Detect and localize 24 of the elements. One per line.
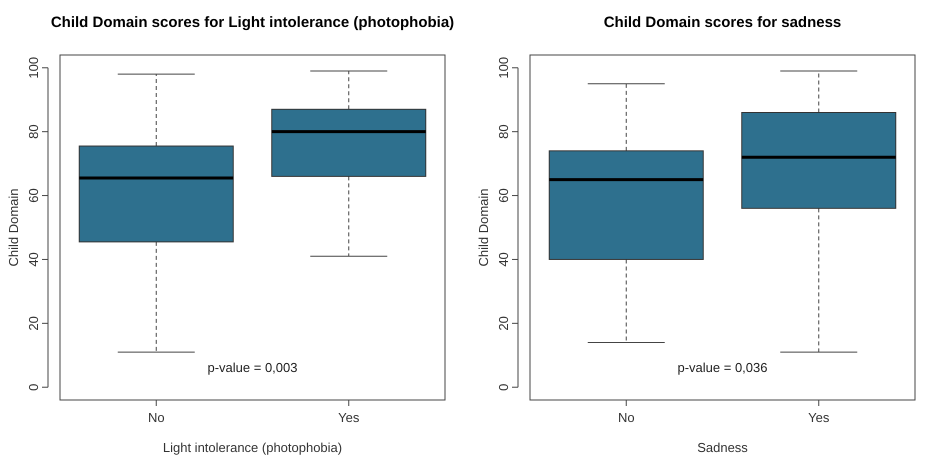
y-tick-label: 80: [26, 124, 41, 139]
y-tick-label: 40: [496, 252, 511, 267]
y-tick-label: 20: [26, 316, 41, 331]
y-tick-label: 80: [496, 124, 511, 139]
chart-title: Child Domain scores for Light intolerance (photophobia): [50, 14, 454, 31]
y-tick-label: 0: [26, 384, 41, 391]
annotation: p-value = 0,003: [208, 360, 298, 375]
y-tick-label: 40: [26, 252, 41, 267]
y-axis-title: Child Domain: [6, 188, 21, 267]
x-tick-label: Yes: [808, 410, 830, 425]
y-tick-label: 100: [496, 56, 511, 79]
chart-title: Child Domain scores for sadness: [604, 14, 842, 31]
y-tick-label: 0: [496, 384, 511, 391]
x-tick-label: Yes: [338, 410, 360, 425]
y-tick-label: 100: [26, 56, 41, 79]
y-tick-label: 60: [26, 188, 41, 203]
x-axis-title: Light intolerance (photophobia): [162, 440, 342, 455]
y-tick-label: 20: [496, 316, 511, 331]
x-tick-label: No: [618, 410, 635, 425]
annotation: p-value = 0,036: [678, 360, 768, 375]
y-tick-label: 60: [496, 188, 511, 203]
x-tick-label: No: [148, 410, 165, 425]
x-axis-title: Sadness: [697, 440, 748, 455]
y-axis-title: Child Domain: [476, 188, 491, 267]
